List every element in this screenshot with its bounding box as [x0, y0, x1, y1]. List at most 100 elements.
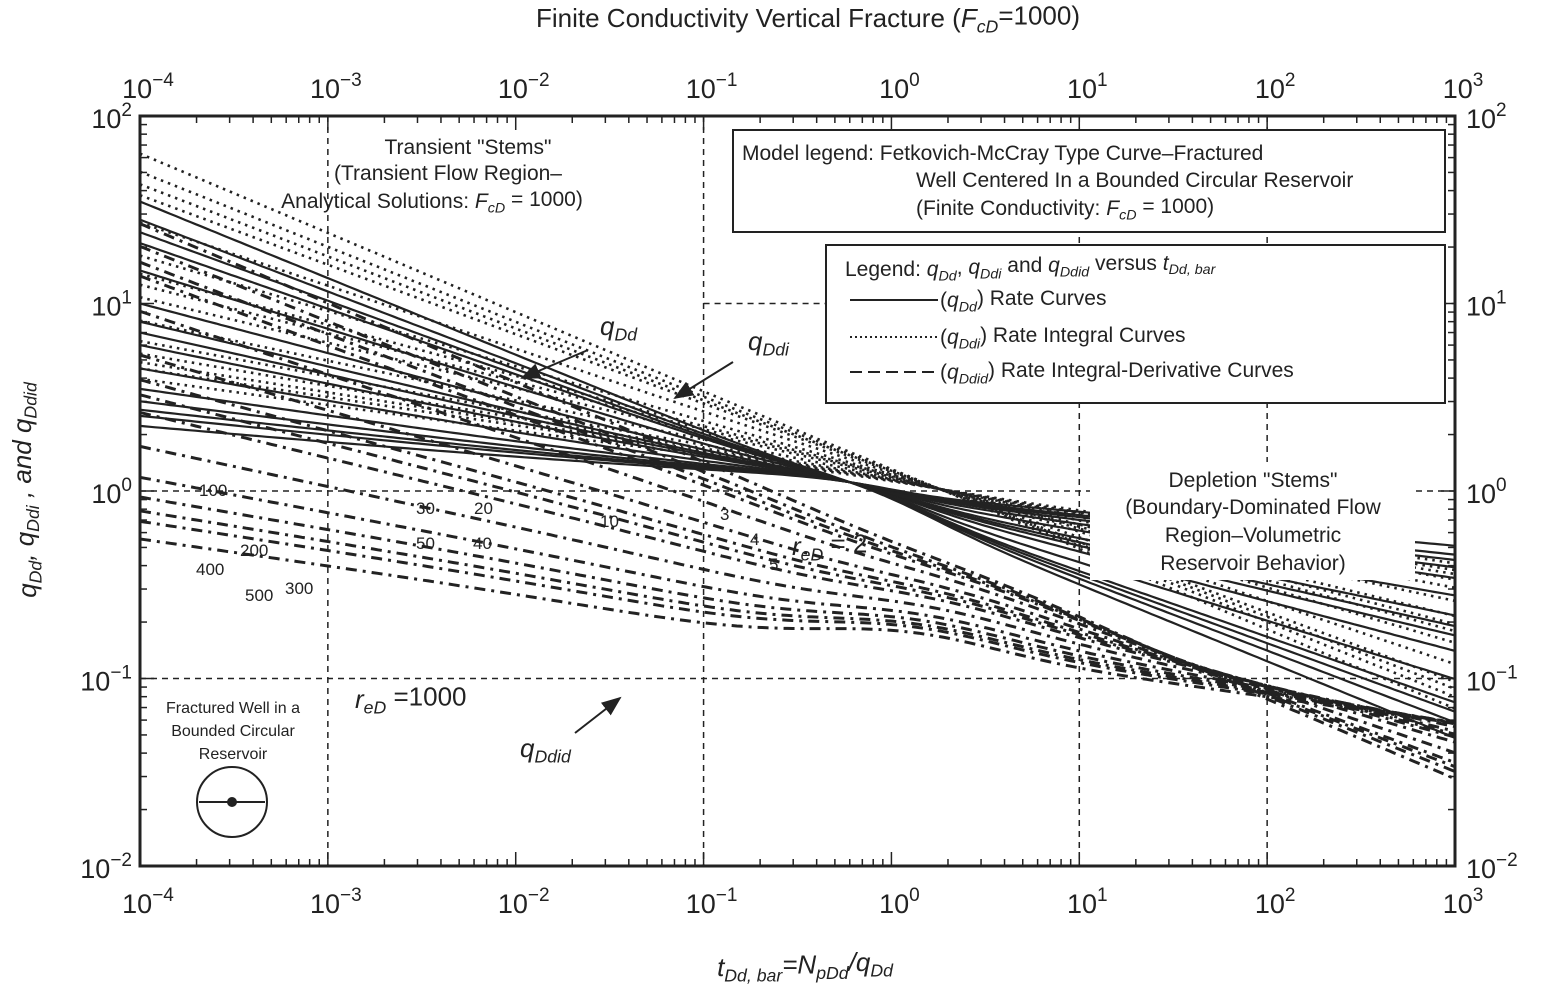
text-segment: q	[968, 256, 980, 279]
subscript-text: cD	[977, 16, 999, 36]
x-tick-label-top: 10−4	[122, 70, 174, 104]
tick-base: 10	[1466, 667, 1496, 697]
tick-exponent: 0	[1496, 475, 1507, 496]
y-tick-label-right: 10−1	[1466, 663, 1518, 697]
text-segment: Finite Conductivity Vertical Fracture (	[536, 3, 961, 33]
tick-exponent: −4	[152, 885, 174, 906]
text-segment: /q	[847, 947, 871, 977]
chart-title: Finite Conductivity Vertical Fracture (F…	[536, 1, 1080, 37]
reD-2-label: reD = 2	[792, 529, 867, 565]
qddid-curve-reD-400	[140, 509, 1455, 725]
y-axis-label: qDd, qDdi , and qDdid	[7, 381, 45, 598]
x-tick-label-top: 101	[1067, 70, 1108, 104]
tick-base: 10	[498, 74, 528, 104]
legend-header: Legend: qDd, qDdi and qDdid versus tDd, …	[845, 252, 1217, 284]
subscript-text: Dd, bar	[724, 965, 783, 985]
text-segment: ) Rate Integral-Derivative Curves	[988, 359, 1294, 382]
qddi-curve-reD-10	[140, 221, 1455, 666]
qddid-curve-reD-100	[140, 444, 1455, 729]
annotation-line: Transient "Stems"	[384, 136, 551, 159]
text-segment: r	[355, 684, 365, 714]
model-legend-line: Well Centered In a Bounded Circular Rese…	[916, 169, 1353, 192]
stem-label: 200	[240, 541, 268, 560]
stem-label: 4	[750, 530, 759, 549]
x-tick-label-bottom: 10−1	[686, 885, 738, 919]
y-tick-label-left: 102	[91, 100, 132, 134]
tick-exponent: 0	[121, 475, 132, 496]
subscript-text: Ddi	[762, 339, 790, 359]
tick-base: 10	[1443, 889, 1473, 919]
tick-exponent: −1	[716, 70, 738, 91]
inset-line: Fractured Well in a	[166, 700, 300, 717]
text-segment: = 1000)	[505, 188, 583, 211]
text-segment: (	[940, 326, 947, 349]
qddi-curve-reD-200	[140, 339, 1455, 589]
y-tick-label-right: 100	[1466, 475, 1507, 509]
subscript-text: Dd	[870, 960, 894, 980]
qdd-curve-reD-5	[140, 242, 1455, 704]
well-dot-icon	[227, 797, 237, 807]
tick-base: 10	[1255, 74, 1285, 104]
legend-item: (qDd) Rate Curves	[940, 287, 1106, 315]
tick-exponent: 1	[1097, 70, 1108, 91]
tick-base: 10	[91, 292, 121, 322]
qddi-curve-reD-3	[140, 170, 1455, 699]
subscript-text: Ddid	[534, 746, 572, 766]
x-tick-label-top: 10−2	[498, 70, 550, 104]
text-segment: q	[520, 733, 535, 763]
legend-item: (qDdid) Rate Integral-Derivative Curves	[940, 359, 1294, 387]
tick-base: 10	[91, 104, 121, 134]
text-segment: ) Rate Curves	[977, 287, 1107, 310]
text-segment: and	[1001, 254, 1048, 277]
stem-label: 40	[473, 534, 492, 553]
text-segment: (	[940, 289, 947, 312]
text-segment: q	[748, 326, 763, 356]
text-segment: =1000)	[998, 1, 1080, 31]
qdd-label: qDd	[600, 311, 638, 344]
qddid-curve-reD-10	[140, 309, 1455, 755]
tick-exponent: 0	[909, 70, 920, 91]
qddid-curve-reD-40	[140, 393, 1455, 736]
subscript-text: Dd	[25, 560, 45, 584]
subscript-text: Ddid	[959, 371, 989, 387]
subscript-text: Ddi	[959, 336, 981, 352]
tick-exponent: 3	[1473, 70, 1484, 91]
text-segment: F	[961, 3, 979, 33]
legend-item: (qDdi) Rate Integral Curves	[940, 324, 1186, 352]
tick-base: 10	[498, 889, 528, 919]
qddid-curve-reD-200	[140, 475, 1455, 726]
tick-base: 10	[686, 889, 716, 919]
stem-label: 30	[416, 499, 435, 518]
qdd-arrow-icon	[520, 349, 589, 379]
subscript-text: Dd	[959, 299, 978, 315]
tick-exponent: 2	[1496, 100, 1507, 121]
x-tick-label-top: 103	[1443, 70, 1484, 104]
tick-base: 10	[1466, 292, 1496, 322]
text-segment: t	[1163, 252, 1170, 275]
stem-label: 3	[720, 505, 729, 524]
qddid-curve-reD-500	[140, 519, 1455, 725]
text-segment: = 2	[823, 529, 867, 559]
qddi-curve-reD-30	[140, 272, 1455, 633]
text-segment: q	[1048, 254, 1060, 277]
x-tick-label-top: 10−3	[310, 70, 362, 104]
text-segment: q	[947, 361, 959, 384]
curve-annotations: qDd qDdi qDdid reD =1000 reD = 2	[355, 311, 867, 766]
qddid-curve-reD-2	[140, 222, 1455, 781]
qddid-curve-reD-20	[140, 353, 1455, 744]
qddi-arrow-icon	[673, 361, 734, 400]
tick-base: 10	[686, 74, 716, 104]
text-segment: =1000	[386, 682, 466, 712]
tick-base: 10	[1466, 854, 1496, 884]
tick-exponent: −4	[152, 70, 174, 91]
tick-exponent: −2	[110, 850, 132, 871]
subscript-text: Ddi	[23, 504, 43, 532]
stem-labels: 100 200 400 500 300 30 20 50 40 10 3 4 5	[196, 481, 778, 605]
y-tick-label-left: 100	[91, 475, 132, 509]
tick-exponent: −3	[340, 70, 362, 91]
qddi-curve-reD-50	[140, 295, 1455, 618]
qddi-curve-reD-40	[140, 283, 1455, 626]
subscript-text: Dd	[938, 268, 957, 284]
tick-base: 10	[122, 74, 152, 104]
text-segment: ,	[957, 256, 969, 279]
